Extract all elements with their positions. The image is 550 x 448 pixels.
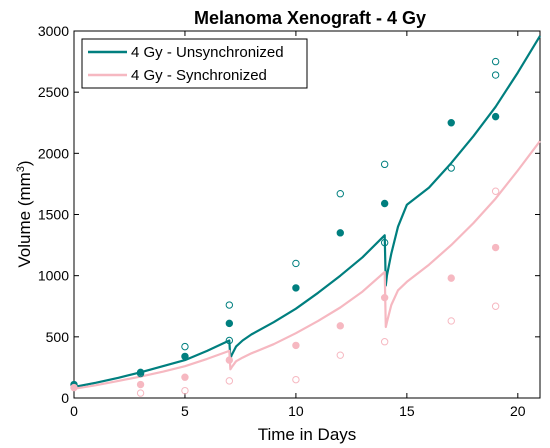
data-point-open [491, 187, 500, 195]
x-tick-label: 15 [399, 403, 415, 419]
data-point-filled [292, 341, 300, 350]
data-point-filled [225, 356, 234, 364]
series-lines [73, 35, 541, 390]
data-point-open [380, 160, 389, 169]
y-tick-label: 1500 [38, 207, 69, 223]
data-point-filled [447, 274, 455, 282]
data-point-open [136, 369, 145, 378]
data-point-filled [136, 380, 145, 389]
series-line-1 [73, 140, 541, 390]
data-point-open [491, 71, 500, 79]
data-point-filled [336, 229, 344, 237]
legend-label-unsynchronized: 4 Gy - Unsynchronized [131, 44, 284, 61]
data-point-filled [292, 284, 300, 292]
data-point-open [491, 302, 500, 310]
x-axis-ticks: 0 5 10 15 20 [70, 31, 526, 419]
x-tick-label: 0 [70, 403, 78, 419]
y-tick-label: 500 [46, 329, 70, 345]
x-axis-label: Time in Days [258, 425, 357, 444]
data-point-open [491, 57, 500, 66]
y-axis-label: Volume (mm3) [15, 160, 34, 267]
data-point-open [380, 338, 389, 346]
data-point-open [181, 342, 189, 351]
data-point-open [292, 375, 300, 384]
data-point-filled [380, 293, 389, 302]
data-point-filled [181, 352, 189, 361]
data-point-filled [336, 322, 344, 330]
y-tick-label: 0 [61, 390, 69, 406]
x-tick-label: 5 [181, 403, 189, 419]
y-tick-label: 3000 [38, 23, 69, 39]
data-point-filled [491, 243, 500, 252]
legend-box [81, 38, 308, 89]
data-point-open [225, 301, 234, 309]
y-tick-label: 1000 [38, 268, 69, 284]
chart-title: Melanoma Xenograft - 4 Gy [194, 8, 426, 28]
data-point-open [225, 377, 234, 385]
data-point-open [225, 336, 234, 345]
data-point-filled [491, 112, 500, 121]
data-point-open [336, 190, 344, 198]
data-point-open [181, 386, 189, 395]
data-point-open [136, 389, 145, 397]
x-tick-label: 20 [510, 403, 526, 419]
data-point-filled [181, 373, 189, 381]
observation-points [70, 57, 500, 397]
data-point-open [447, 164, 455, 172]
y-tick-label: 2000 [38, 145, 69, 161]
data-point-filled [447, 119, 455, 127]
data-point-filled [225, 319, 234, 328]
legend-label-synchronized: 4 Gy - Synchronized [131, 67, 267, 84]
legend: 4 Gy - Unsynchronized 4 Gy - Synchronize… [81, 38, 308, 89]
y-axis-label-superscript: 3 [15, 166, 27, 172]
y-axis-label-main: Volume (mm [15, 172, 34, 267]
data-point-filled [70, 383, 78, 392]
series-line-0 [73, 35, 541, 389]
y-axis-ticks: 0 500 1000 1500 2000 2500 3000 [38, 23, 540, 406]
data-point-open [292, 259, 300, 268]
y-axis-label-close: ) [15, 160, 34, 166]
data-point-open [380, 238, 389, 247]
data-point-filled [380, 199, 389, 208]
x-tick-label: 10 [288, 403, 304, 419]
data-point-open [447, 317, 455, 325]
y-tick-label: 2500 [38, 84, 69, 100]
data-point-open [336, 351, 344, 359]
